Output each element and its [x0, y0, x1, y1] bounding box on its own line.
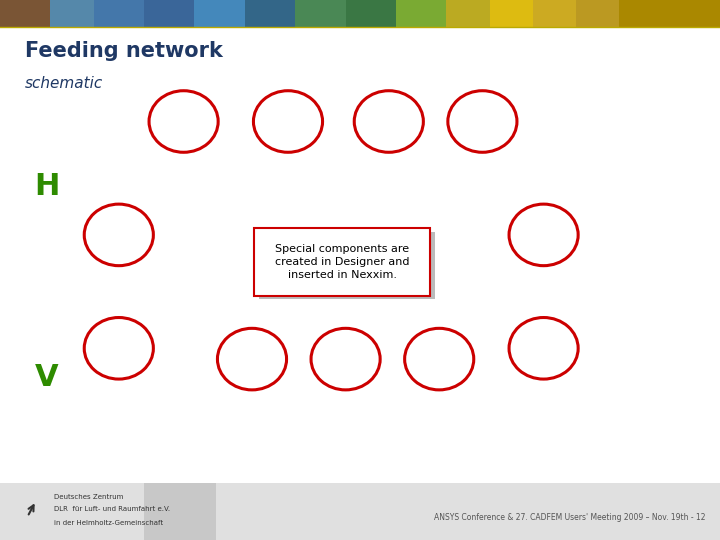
Bar: [253, 228, 430, 296]
Text: Feeding network: Feeding network: [25, 40, 223, 60]
Bar: [0, 483, 720, 540]
Bar: [245, 0, 295, 27]
Text: Special components are
created in Designer and
inserted in Nexxim.: Special components are created in Design…: [275, 244, 409, 280]
Bar: [576, 0, 619, 27]
Bar: [295, 0, 346, 27]
Bar: [194, 0, 245, 27]
Bar: [94, 0, 144, 27]
Bar: [14, 0, 50, 27]
Bar: [490, 0, 533, 27]
Bar: [259, 232, 435, 299]
Bar: [0, 0, 14, 27]
Bar: [144, 0, 194, 27]
Bar: [396, 0, 446, 27]
Polygon shape: [144, 483, 216, 540]
Text: H: H: [34, 172, 60, 201]
Text: Deutsches Zentrum: Deutsches Zentrum: [54, 495, 123, 501]
Bar: [50, 0, 94, 27]
Bar: [346, 0, 396, 27]
Text: in der Helmholtz-Gemeinschaft: in der Helmholtz-Gemeinschaft: [54, 520, 163, 526]
Text: V: V: [35, 363, 58, 393]
Bar: [619, 0, 720, 27]
Text: schematic: schematic: [25, 76, 104, 91]
Text: ANSYS Conference & 27. CADFEM Users' Meeting 2009 – Nov. 19th - 12: ANSYS Conference & 27. CADFEM Users' Mee…: [434, 513, 706, 522]
Bar: [533, 0, 576, 27]
Text: DLR  für Luft- und Raumfahrt e.V.: DLR für Luft- und Raumfahrt e.V.: [54, 506, 170, 512]
Bar: [446, 0, 490, 27]
